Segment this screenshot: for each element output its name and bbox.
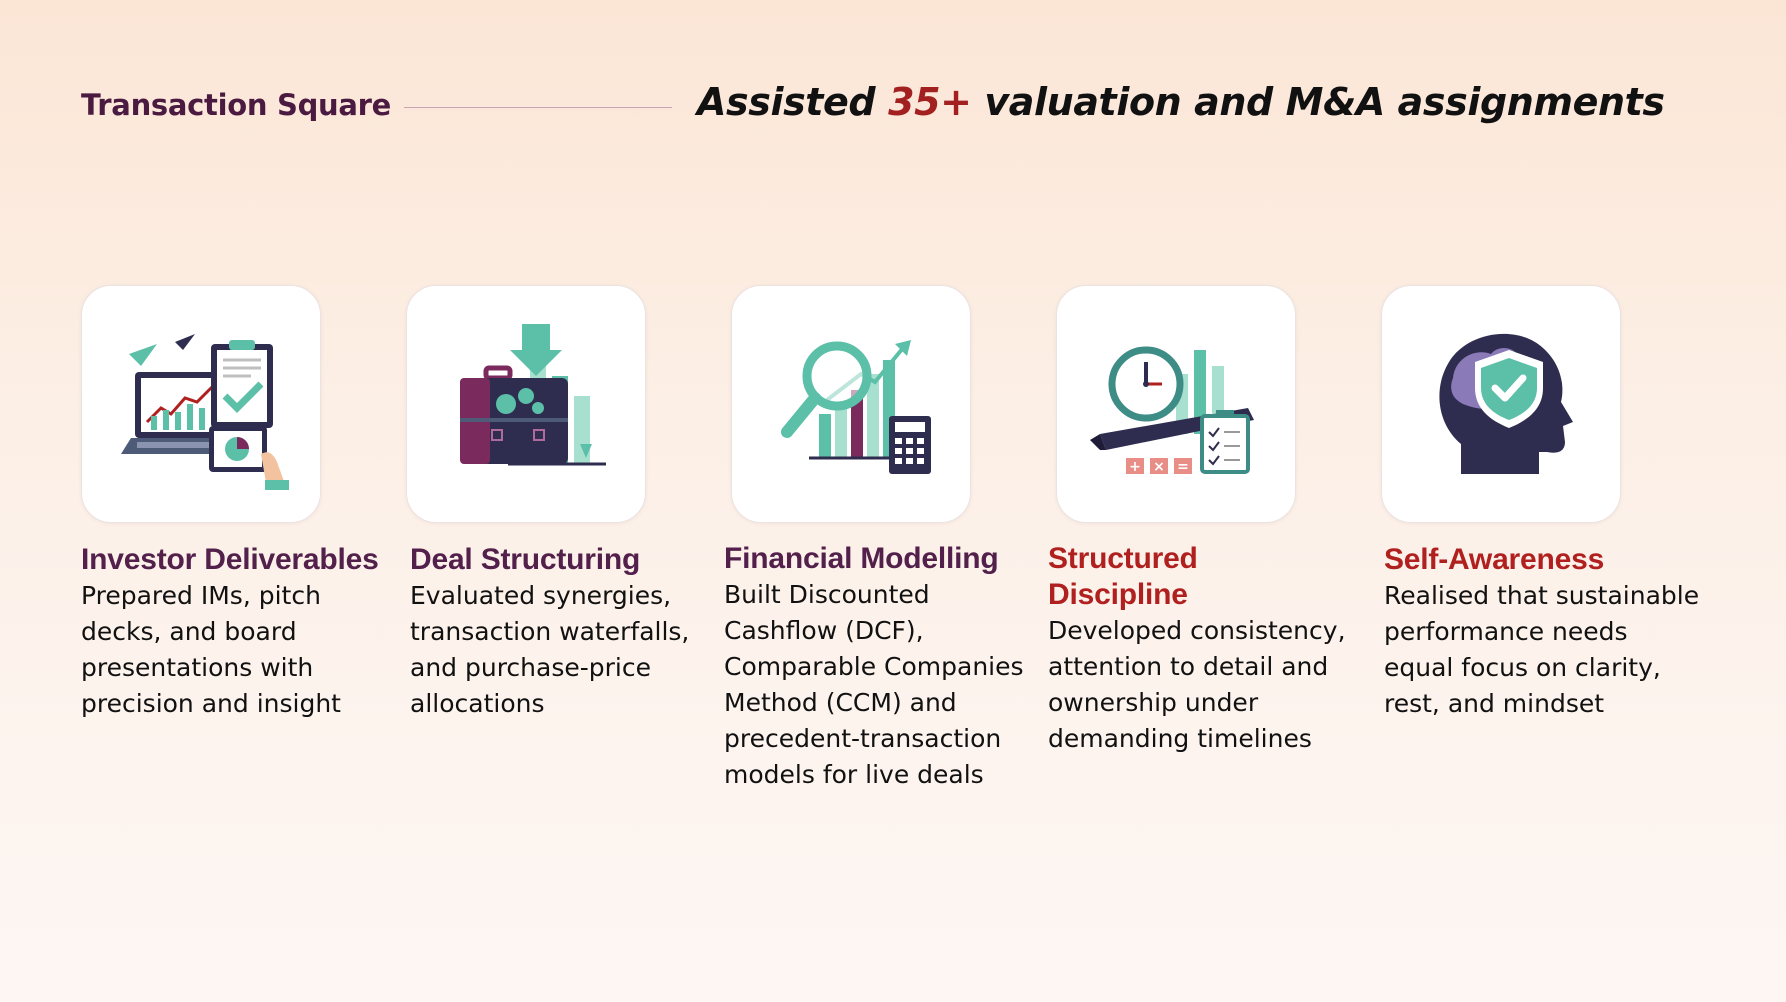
title-line: Discipline — [1048, 578, 1188, 611]
card-desc-self-awareness: Realised that sustainable performance ne… — [1384, 578, 1699, 722]
card-desc-structured-discipline: Developed consistency, attention to deta… — [1048, 613, 1346, 757]
desc-line: decks, and board — [81, 617, 297, 646]
desc-line: Evaluated synergies, — [410, 581, 672, 610]
desc-line: attention to detail and — [1048, 652, 1329, 681]
desc-line: performance needs — [1384, 617, 1628, 646]
card-deal-structuring-tile — [406, 285, 646, 523]
brand-name: Transaction Square — [81, 88, 392, 122]
desc-line: Built Discounted — [724, 580, 930, 609]
financial-modelling-icon — [781, 340, 931, 474]
card-investor-deliverables-tile — [81, 285, 321, 523]
card-financial-modelling-tile — [731, 285, 971, 523]
desc-line: Comparable Companies — [724, 652, 1024, 681]
card-title-structured-discipline: Structured Discipline — [1048, 541, 1198, 613]
card-desc-deal-structuring: Evaluated synergies, transaction waterfa… — [410, 578, 689, 722]
self-awareness-icon — [1439, 333, 1573, 474]
page-headline: Assisted 35+ valuation and M&A assignmen… — [697, 80, 1665, 124]
desc-line: presentations with — [81, 653, 314, 682]
svg-text:×: × — [1153, 459, 1165, 475]
desc-line: ownership under — [1048, 688, 1259, 717]
card-structured-discipline-tile: + × = — [1056, 285, 1296, 523]
card-title-financial-modelling: Financial Modelling — [724, 542, 999, 575]
card-title-self-awareness: Self-Awareness — [1384, 543, 1605, 576]
desc-line: Method (CCM) and — [724, 688, 957, 717]
headline-highlight: 35+ — [888, 80, 972, 124]
headline-prefix: Assisted — [697, 80, 889, 124]
desc-line: Developed consistency, — [1048, 616, 1346, 645]
card-self-awareness-tile — [1381, 285, 1621, 523]
desc-line: and purchase-price — [410, 653, 651, 682]
header-divider — [404, 107, 672, 108]
desc-line: Prepared IMs, pitch — [81, 581, 321, 610]
desc-line: Cashflow (DCF), — [724, 616, 924, 645]
desc-line: transaction waterfalls, — [410, 617, 690, 646]
card-title-deal-structuring: Deal Structuring — [410, 543, 641, 576]
title-line: Structured — [1048, 542, 1198, 575]
svg-text:+: + — [1129, 459, 1141, 475]
structured-discipline-icon: + × = — [1090, 346, 1254, 475]
desc-line: equal focus on clarity, — [1384, 653, 1661, 682]
desc-line: Realised that sustainable — [1384, 581, 1700, 610]
desc-line: models for live deals — [724, 760, 984, 789]
desc-line: demanding timelines — [1048, 724, 1312, 753]
card-title-investor-deliverables: Investor Deliverables — [81, 543, 379, 576]
deal-structuring-icon — [460, 324, 606, 466]
card-desc-investor-deliverables: Prepared IMs, pitch decks, and board pre… — [81, 578, 341, 722]
headline-suffix: valuation and M&A assignments — [971, 80, 1665, 124]
desc-line: rest, and mindset — [1384, 689, 1605, 718]
svg-text:=: = — [1177, 459, 1189, 475]
desc-line: precision and insight — [81, 689, 341, 718]
card-desc-financial-modelling: Built Discounted Cashflow (DCF), Compara… — [724, 577, 1024, 793]
investor-deliverables-icon — [121, 334, 289, 490]
desc-line: allocations — [410, 689, 545, 718]
desc-line: precedent-transaction — [724, 724, 1002, 753]
